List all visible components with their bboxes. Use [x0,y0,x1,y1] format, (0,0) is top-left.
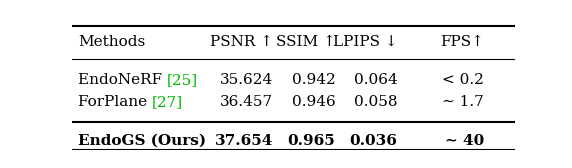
Text: 0.946: 0.946 [292,95,335,109]
Text: ∼ 40: ∼ 40 [444,134,484,148]
Text: PSNR ↑: PSNR ↑ [210,34,273,49]
Text: FPS↑: FPS↑ [440,34,484,49]
Text: Methods: Methods [78,34,145,49]
Text: EndoNeRF: EndoNeRF [78,73,167,87]
Text: ∼ 1.7: ∼ 1.7 [442,95,484,109]
Text: [27]: [27] [152,95,183,109]
Text: 35.624: 35.624 [220,73,273,87]
Text: 37.654: 37.654 [215,134,273,148]
Text: 0.036: 0.036 [349,134,398,148]
Text: LPIPS ↓: LPIPS ↓ [333,34,398,49]
Text: 0.942: 0.942 [292,73,335,87]
Text: 0.064: 0.064 [353,73,398,87]
Text: 0.965: 0.965 [288,134,335,148]
Text: SSIM ↑: SSIM ↑ [276,34,335,49]
Text: EndoGS (Ours): EndoGS (Ours) [78,134,206,148]
Text: ForPlane: ForPlane [78,95,152,109]
Text: < 0.2: < 0.2 [442,73,484,87]
Text: 36.457: 36.457 [220,95,273,109]
Text: [25]: [25] [167,73,198,87]
Text: 0.058: 0.058 [354,95,398,109]
